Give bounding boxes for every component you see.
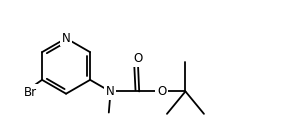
Text: N: N	[62, 32, 70, 45]
Text: O: O	[157, 85, 166, 98]
Text: N: N	[106, 85, 115, 98]
Text: O: O	[133, 52, 142, 65]
Text: Br: Br	[24, 86, 37, 99]
